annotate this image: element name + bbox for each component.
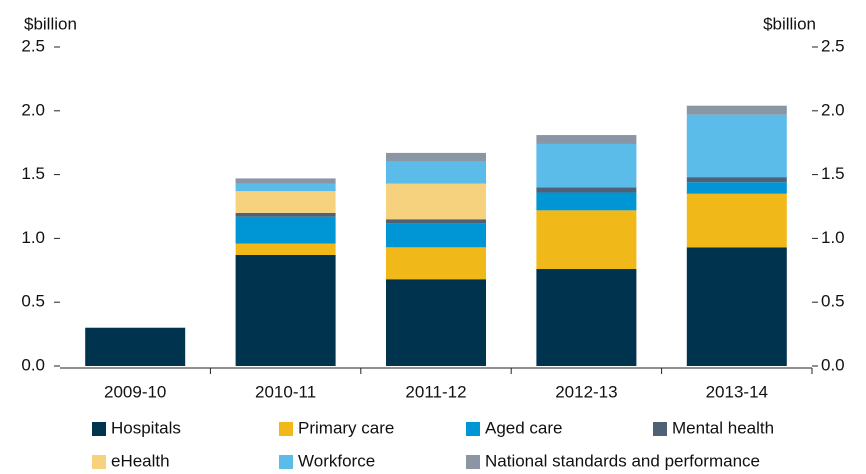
bar-segment (536, 269, 637, 366)
bar-segment (686, 182, 787, 194)
bar-segment (686, 247, 787, 366)
y2-axis-label: $billion (763, 14, 816, 33)
x-tick-label: 2009-10 (104, 382, 166, 401)
y-tick-label: 0.0 (21, 355, 45, 374)
y-axis-label: $billion (24, 14, 77, 33)
bar-segment (386, 183, 486, 220)
bar-segment (85, 327, 186, 366)
legend-swatch (466, 422, 480, 436)
x-tick-label: 2010-11 (255, 382, 316, 401)
bar-segment (536, 143, 637, 188)
x-tick-label: 2011-12 (405, 382, 466, 401)
bar-segment (235, 212, 336, 217)
bar-segment (235, 243, 336, 255)
bar-segment (235, 178, 336, 184)
legend-label: Primary care (298, 418, 394, 437)
bar-segment (536, 192, 637, 211)
y2-tick-label: 2.5 (821, 36, 845, 55)
bar-segment (235, 216, 336, 244)
legend-label: eHealth (111, 451, 170, 470)
y-tick-label: 2.5 (21, 36, 45, 55)
y-tick-label: 2.0 (21, 100, 45, 119)
bar-segment (686, 105, 787, 115)
bar-segment (235, 254, 336, 366)
bar-segment (386, 247, 486, 280)
bar-segment (536, 187, 637, 193)
bar-segment (386, 152, 486, 162)
x-tick-label: 2013-14 (706, 382, 768, 401)
bar-segment (235, 191, 336, 213)
legend-swatch (653, 422, 667, 436)
legend-label: National standards and performance (485, 451, 760, 470)
legend-swatch (279, 455, 293, 469)
bar-segment (536, 210, 637, 270)
y2-tick-label: 0.0 (821, 355, 845, 374)
bar-segment (386, 223, 486, 248)
bar-segment (386, 161, 486, 184)
legend-label: Hospitals (111, 418, 181, 437)
y-tick-label: 0.5 (21, 292, 45, 311)
bar-segment (686, 177, 787, 183)
bar-segment (386, 279, 486, 366)
bar-segment (386, 219, 486, 224)
legend-swatch (279, 422, 293, 436)
bar-segment (686, 114, 787, 178)
y2-tick-label: 0.5 (821, 292, 845, 311)
bar-segment (235, 183, 336, 192)
y-tick-label: 1.5 (21, 164, 45, 183)
y2-tick-label: 2.0 (821, 100, 845, 119)
legend-swatch (92, 422, 106, 436)
legend-swatch (466, 455, 480, 469)
legend-swatch (92, 455, 106, 469)
x-tick-label: 2012-13 (555, 382, 617, 401)
y2-tick-label: 1.5 (821, 164, 845, 183)
y-tick-label: 1.0 (21, 228, 45, 247)
bar-segment (536, 135, 637, 144)
bar-segment (686, 193, 787, 248)
y2-tick-label: 1.0 (821, 228, 845, 247)
legend-label: Workforce (298, 451, 375, 470)
legend-label: Mental health (672, 418, 774, 437)
legend-label: Aged care (485, 418, 563, 437)
